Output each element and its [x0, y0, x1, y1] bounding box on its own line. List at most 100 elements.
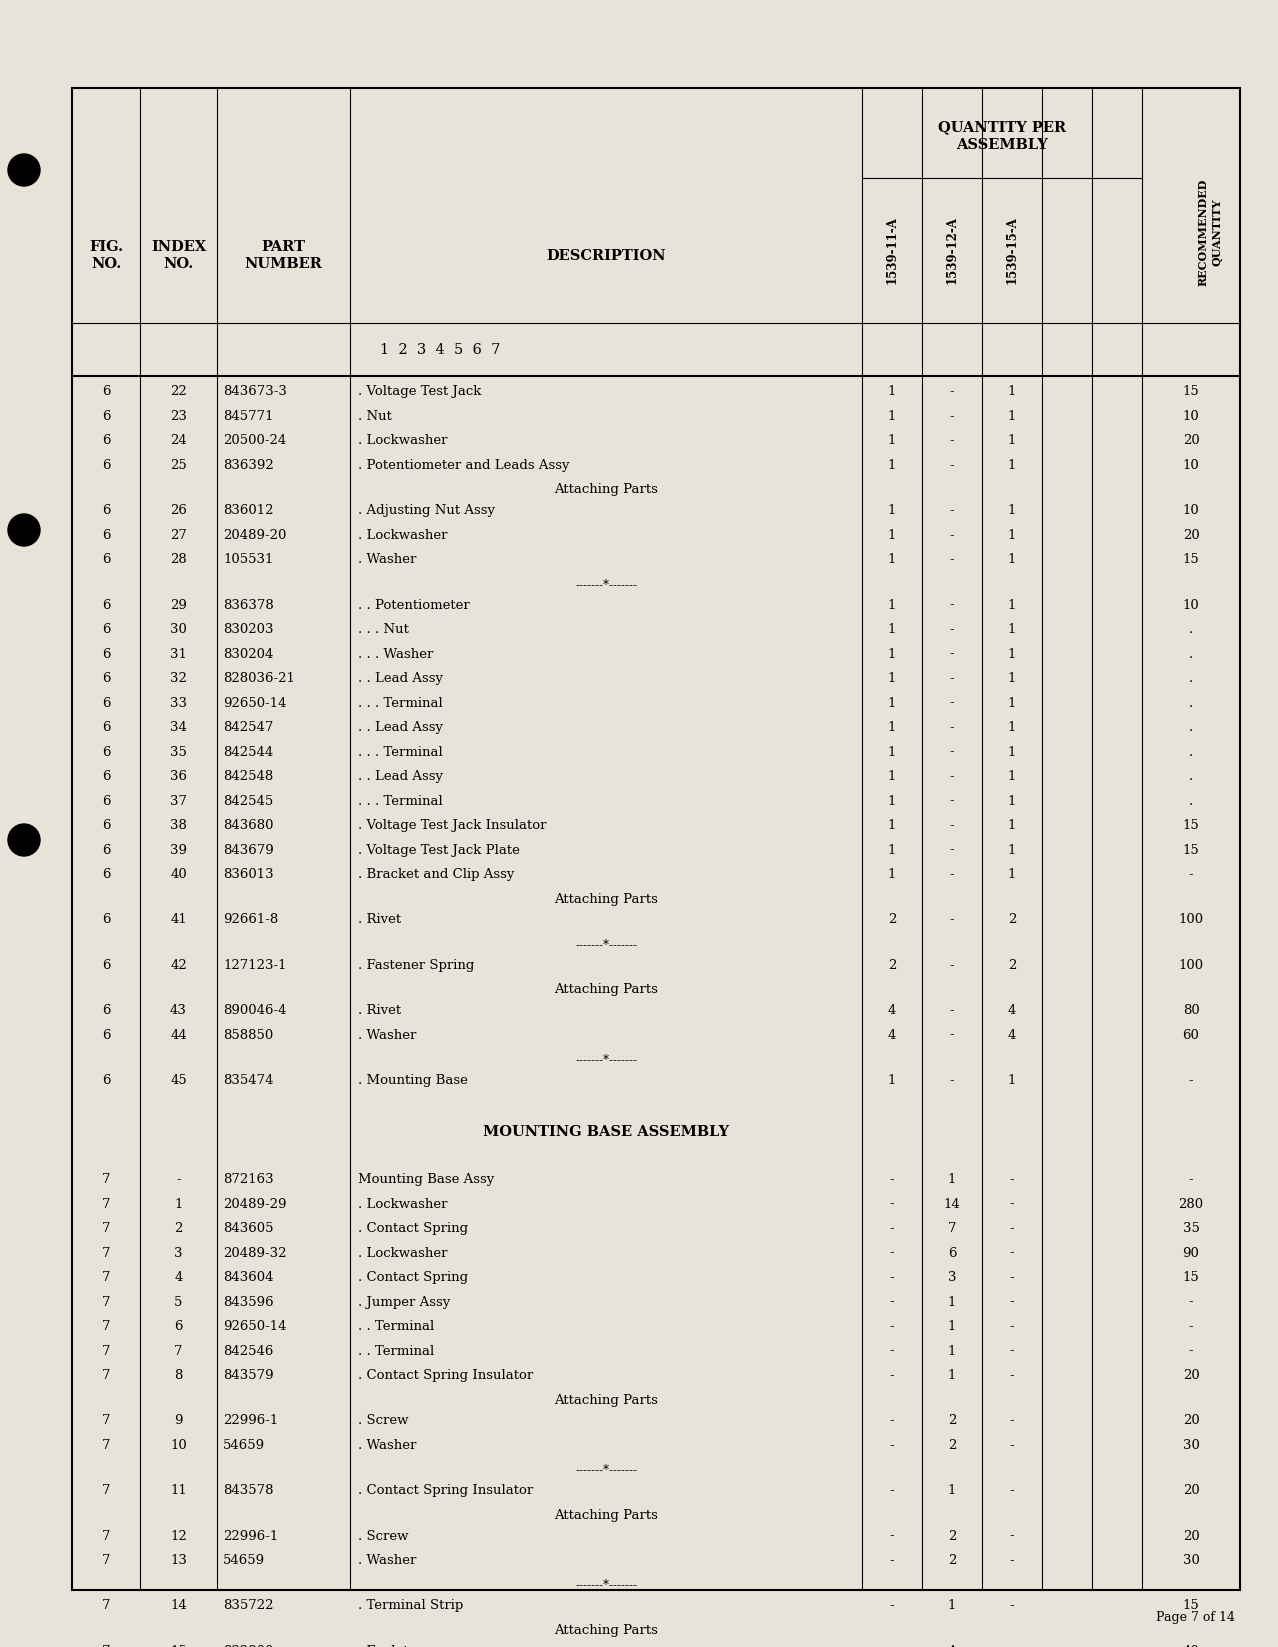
Text: 7: 7 [102, 1645, 110, 1647]
Text: .: . [1189, 647, 1194, 660]
Text: . Contact Spring: . Contact Spring [358, 1222, 468, 1235]
Text: . Washer: . Washer [358, 1028, 417, 1041]
Text: 10: 10 [1182, 504, 1199, 517]
Text: 20500-24: 20500-24 [222, 435, 286, 448]
Text: INDEX
NO.: INDEX NO. [151, 240, 206, 270]
Text: -: - [1010, 1247, 1015, 1260]
Text: -: - [1189, 1173, 1194, 1186]
Text: 843673-3: 843673-3 [222, 385, 286, 399]
Text: 842548: 842548 [222, 771, 273, 782]
Text: . Rivet: . Rivet [358, 1005, 401, 1018]
Text: 92661-8: 92661-8 [222, 914, 279, 926]
Text: . Washer: . Washer [358, 1439, 417, 1453]
Text: . Mounting Base: . Mounting Base [358, 1074, 468, 1087]
Text: 843596: 843596 [222, 1296, 273, 1309]
Text: 1: 1 [888, 647, 896, 660]
Text: 1: 1 [1008, 529, 1016, 542]
Text: QUANTITY PER
ASSEMBLY: QUANTITY PER ASSEMBLY [938, 120, 1066, 152]
Text: 1: 1 [888, 721, 896, 735]
Text: -: - [889, 1321, 895, 1332]
Text: 1: 1 [888, 529, 896, 542]
Text: 1: 1 [888, 504, 896, 517]
Text: 22996-1: 22996-1 [222, 1530, 279, 1543]
Text: 20: 20 [1182, 1415, 1199, 1428]
Text: 1: 1 [888, 435, 896, 448]
Text: 2: 2 [1008, 959, 1016, 972]
Text: .: . [1189, 721, 1194, 735]
Text: . . Terminal: . . Terminal [358, 1321, 435, 1332]
Text: 6: 6 [102, 385, 110, 399]
Text: 6: 6 [102, 529, 110, 542]
Text: 1: 1 [948, 1173, 956, 1186]
Text: 26: 26 [170, 504, 187, 517]
Text: 6: 6 [102, 794, 110, 807]
Text: 15: 15 [170, 1645, 187, 1647]
Text: 828036-21: 828036-21 [222, 672, 295, 685]
Text: 127123-1: 127123-1 [222, 959, 286, 972]
Text: 6: 6 [948, 1247, 956, 1260]
Text: Mounting Base Assy: Mounting Base Assy [358, 1173, 495, 1186]
Text: 1: 1 [888, 553, 896, 567]
Text: 1: 1 [1008, 843, 1016, 856]
Text: 830203: 830203 [222, 623, 273, 636]
Text: 1: 1 [888, 672, 896, 685]
Text: 842544: 842544 [222, 746, 273, 759]
Text: -------*-------: -------*------- [575, 1052, 636, 1066]
Text: -: - [950, 794, 955, 807]
Text: . Washer: . Washer [358, 553, 417, 567]
Text: 5: 5 [174, 1296, 183, 1309]
Text: 843680: 843680 [222, 819, 273, 832]
Text: 836012: 836012 [222, 504, 273, 517]
Text: .: . [1189, 794, 1194, 807]
Text: -: - [1010, 1645, 1015, 1647]
Text: 8: 8 [174, 1369, 183, 1382]
Text: 4: 4 [888, 1028, 896, 1041]
Text: 830204: 830204 [222, 647, 273, 660]
Text: 832800: 832800 [222, 1645, 273, 1647]
Text: 842547: 842547 [222, 721, 273, 735]
Text: . Adjusting Nut Assy: . Adjusting Nut Assy [358, 504, 495, 517]
Text: 10: 10 [1182, 410, 1199, 423]
Text: 90: 90 [1182, 1247, 1200, 1260]
Text: 80: 80 [1182, 1005, 1199, 1018]
Text: 835722: 835722 [222, 1599, 273, 1612]
Text: 6: 6 [102, 647, 110, 660]
Text: -: - [950, 410, 955, 423]
Text: -: - [889, 1439, 895, 1453]
Text: 36: 36 [170, 771, 187, 782]
Text: 280: 280 [1178, 1197, 1204, 1211]
Text: 33: 33 [170, 697, 187, 710]
Text: 843579: 843579 [222, 1369, 273, 1382]
Text: 12: 12 [170, 1530, 187, 1543]
Text: 43: 43 [170, 1005, 187, 1018]
Text: .: . [1189, 623, 1194, 636]
Text: -: - [950, 529, 955, 542]
Text: . Lockwasher: . Lockwasher [358, 1247, 447, 1260]
Text: 6: 6 [102, 746, 110, 759]
Text: 40: 40 [1182, 1645, 1199, 1647]
Text: 35: 35 [170, 746, 187, 759]
Circle shape [8, 514, 40, 547]
Text: 20: 20 [1182, 1369, 1199, 1382]
Text: .: . [1189, 672, 1194, 685]
Text: . Screw: . Screw [358, 1415, 409, 1428]
Text: -: - [889, 1271, 895, 1285]
Text: 11: 11 [170, 1484, 187, 1497]
Text: 14: 14 [943, 1197, 960, 1211]
Text: 22996-1: 22996-1 [222, 1415, 279, 1428]
Text: 1: 1 [948, 1599, 956, 1612]
Text: 1: 1 [888, 794, 896, 807]
Text: 4: 4 [174, 1271, 183, 1285]
Text: -------*-------: -------*------- [575, 1464, 636, 1476]
Text: -: - [889, 1369, 895, 1382]
Text: 2: 2 [888, 959, 896, 972]
Text: 10: 10 [1182, 598, 1199, 611]
Text: 2: 2 [948, 1415, 956, 1428]
Text: 100: 100 [1178, 914, 1204, 926]
Text: 6: 6 [102, 1028, 110, 1041]
Text: 7: 7 [102, 1344, 110, 1357]
Text: . . . Terminal: . . . Terminal [358, 746, 442, 759]
Text: 31: 31 [170, 647, 187, 660]
Text: . Fastener Spring: . Fastener Spring [358, 959, 474, 972]
Text: . Voltage Test Jack: . Voltage Test Jack [358, 385, 482, 399]
